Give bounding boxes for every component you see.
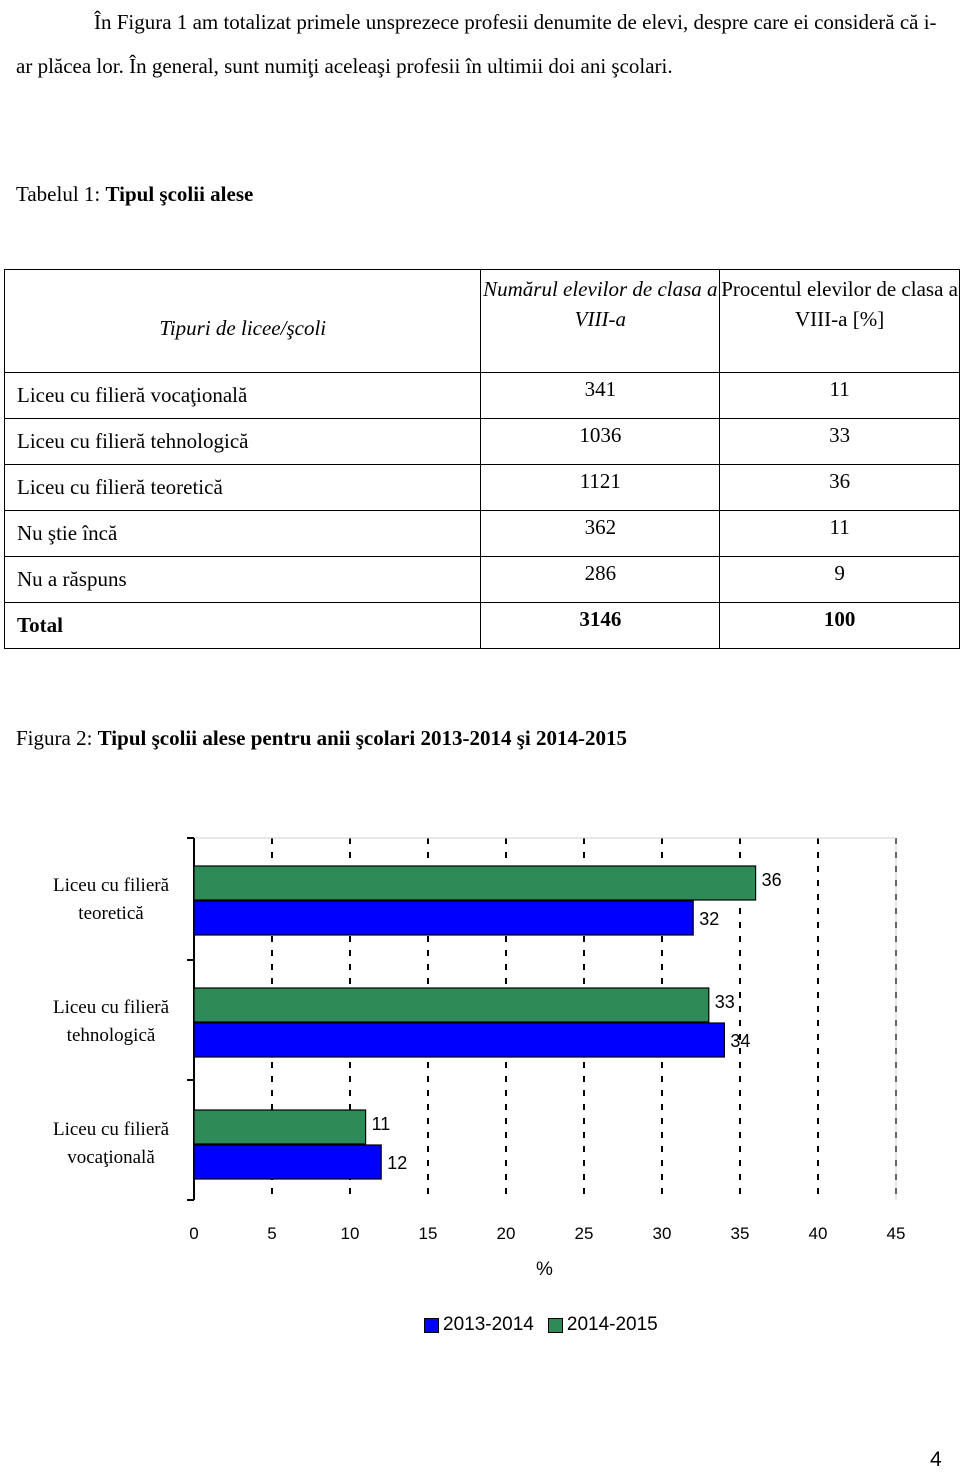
table-row: Liceu cu filieră teoretică 1121 36 [3, 464, 960, 511]
table-row: Liceu cu filieră tehnologică 1036 33 [3, 418, 960, 465]
legend-swatch [424, 1317, 439, 1333]
legend-item: 2014-2015 [547, 1314, 658, 1336]
school-type-table: Tipuri de licee/şcoli Numărul elevilor d… [3, 269, 960, 649]
bar-2014-2015 [193, 865, 757, 901]
legend-label: 2014-2015 [566, 1314, 658, 1335]
legend-label: 2013-2014 [443, 1314, 534, 1335]
row-count: 1121 [480, 464, 721, 511]
row-percent: 100 [719, 602, 960, 649]
data-label: 34 [730, 1031, 751, 1051]
table-caption-prefix: Tabelul 1: [16, 182, 106, 206]
figure-caption-title: Tipul şcolii alese pentru anii şcolari 2… [97, 726, 627, 750]
intro-paragraph: În Figura 1 am totalizat primele unsprez… [16, 0, 946, 88]
row-percent: 9 [719, 556, 960, 603]
row-label: Liceu cu filieră tehnologică [3, 418, 482, 465]
data-label: 33 [714, 992, 735, 1012]
table-caption-title: Tipul şcolii alese [105, 182, 254, 206]
category-label: Liceu cu filieră vocaţională [52, 1119, 170, 1168]
table-total-row: Total 3146 100 [3, 602, 960, 649]
category-label: Liceu cu filieră tehnologică [52, 997, 170, 1046]
page-number: 4 [930, 1448, 942, 1471]
data-label: 12 [387, 1153, 408, 1173]
x-axis-title: % [536, 1259, 553, 1280]
intro-text: În Figura 1 am totalizat primele unsprez… [16, 10, 937, 78]
legend-item: 2013-2014 [424, 1314, 534, 1336]
x-tick-label: 20 [496, 1224, 516, 1243]
bar-2013-2014 [193, 1022, 726, 1058]
x-tick-label: 45 [886, 1224, 906, 1243]
figure-caption: Figura 2: Tipul şcolii alese pentru anii… [16, 726, 627, 751]
row-percent: 33 [719, 418, 960, 465]
row-count: 286 [480, 556, 721, 603]
row-label: Total [3, 602, 482, 649]
header-student-count: Numărul elevilor de clasa a VIII-a [480, 269, 721, 373]
x-tick-label: 25 [574, 1224, 594, 1243]
data-label: 32 [699, 909, 720, 929]
data-label: 11 [371, 1114, 391, 1134]
table-header-row: Tipuri de licee/şcoli Numărul elevilor d… [3, 269, 960, 373]
row-count: 3146 [480, 602, 721, 649]
row-label: Liceu cu filieră teoretică [3, 464, 482, 511]
bar-2013-2014 [193, 1144, 382, 1180]
row-percent: 11 [719, 372, 960, 419]
row-percent: 11 [719, 510, 960, 557]
chart-legend: 2013-2014 2014-2015 [424, 1314, 672, 1336]
x-tick-label: 30 [652, 1224, 672, 1243]
x-tick-label: 0 [189, 1224, 199, 1243]
legend-swatch [547, 1317, 563, 1333]
table-caption: Tabelul 1: Tipul şcolii alese [16, 182, 253, 207]
table-row: Nu ştie încă 362 11 [3, 510, 960, 557]
category-label: Liceu cu filieră teoretică [52, 875, 170, 924]
figure-caption-prefix: Figura 2: [16, 726, 98, 750]
row-count: 362 [480, 510, 721, 557]
row-percent: 36 [719, 464, 960, 511]
bar-2014-2015 [193, 987, 710, 1023]
x-tick-label: 40 [808, 1224, 828, 1243]
x-tick-label: 5 [267, 1224, 277, 1243]
bar-2014-2015 [193, 1109, 367, 1145]
row-count: 1036 [480, 418, 721, 465]
data-label: 36 [761, 870, 782, 890]
x-tick-label: 10 [340, 1224, 360, 1243]
x-tick-label: 15 [418, 1224, 438, 1243]
x-tick-label: 35 [730, 1224, 750, 1243]
bar-2013-2014 [193, 900, 694, 936]
